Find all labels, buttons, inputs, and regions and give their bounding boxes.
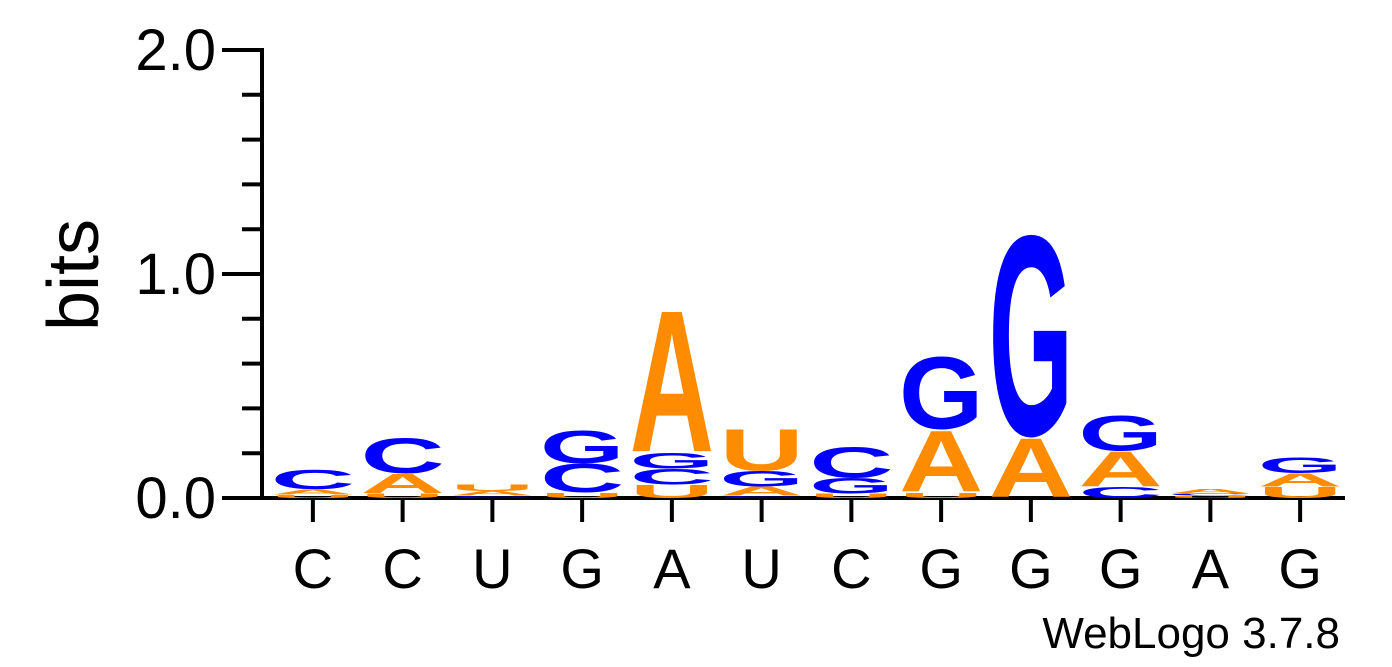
logo-letter-U: U <box>1258 484 1342 501</box>
x-tick-label: A <box>1192 537 1230 600</box>
y-tick-label: 2.0 <box>135 18 216 83</box>
logo-letter-A: A <box>719 484 803 498</box>
weblogo-credit: WebLogo 3.7.8 <box>1042 609 1340 658</box>
logo-letter-G: G <box>719 467 803 492</box>
x-tick-label: G <box>1099 537 1143 600</box>
logo-letter-C: C <box>630 465 714 489</box>
logo-letter-C: C <box>809 438 893 487</box>
logo-column: UAG <box>899 336 983 510</box>
x-tick-label: G <box>560 537 604 600</box>
logo-letter-U: U <box>630 481 714 502</box>
logo-column: UCG <box>540 420 624 500</box>
logo-letter-U: U <box>540 491 624 500</box>
logo-letter-G: G <box>630 449 714 474</box>
logo-column: CAG <box>1078 406 1162 502</box>
x-tick-label: G <box>919 537 963 600</box>
logo-letter-C: C <box>450 495 534 499</box>
logo-letter-A: A <box>899 413 983 510</box>
logo-letter-A: A <box>271 488 355 497</box>
logo-letter-C: C <box>1168 493 1252 497</box>
y-tick-label: 0.0 <box>135 466 216 531</box>
logo-letter-G: G <box>809 474 893 499</box>
logo-letter-U: U <box>360 492 444 499</box>
logo-letter-U: U <box>450 483 534 493</box>
logo-letter-C: C <box>271 463 355 494</box>
x-tick-label: U <box>741 537 781 600</box>
logo-letter-C: C <box>360 429 444 484</box>
logo-letter-U: U <box>719 417 803 483</box>
x-tick-label: A <box>653 537 691 600</box>
logo-letter-C: C <box>540 455 624 500</box>
logo-column: UCA <box>1168 488 1252 499</box>
logo-letter-A: A <box>1168 488 1252 495</box>
logo-letter-A: A <box>1258 470 1342 491</box>
y-axis-title: bits <box>34 219 114 331</box>
y-tick-label: 1.0 <box>135 242 216 307</box>
logo-letter-C: C <box>719 495 803 499</box>
logo-letter-G: G <box>540 420 624 473</box>
x-tick-label: C <box>293 537 333 600</box>
logo-letter-G: G <box>1078 406 1162 461</box>
logo-letter-A: A <box>630 269 714 494</box>
x-tick-label: U <box>472 537 512 600</box>
logo-letter-U: U <box>271 494 355 499</box>
logo-letter-U: U <box>1168 495 1252 499</box>
logo-letter-A: A <box>360 468 444 499</box>
y-axis: 0.0 1.0 2.0 <box>135 18 264 531</box>
x-tick-label: C <box>831 537 871 600</box>
logo-column: UAC <box>271 463 355 499</box>
logo-column: AG <box>989 175 1073 515</box>
logo-letter-U: U <box>899 491 983 500</box>
logo-letter-A: A <box>1078 442 1162 497</box>
x-tick-label: C <box>382 537 422 600</box>
logo-letter-C: C <box>1078 484 1162 501</box>
logo-column: CAU <box>450 483 534 499</box>
logo-letter-A: A <box>989 421 1073 515</box>
logo-column: UAC <box>360 429 444 500</box>
logo-letter-G: G <box>989 175 1073 495</box>
logo-letter-G: G <box>899 336 983 451</box>
logo-letter-A: A <box>450 490 534 497</box>
x-tick-label: G <box>1278 537 1322 600</box>
x-tick-label: G <box>1009 537 1053 600</box>
logo-letter-U: U <box>809 492 893 499</box>
logo-column: UGC <box>809 438 893 499</box>
logo-letter-G: G <box>1258 453 1342 478</box>
logo-column: UAG <box>1258 453 1342 501</box>
